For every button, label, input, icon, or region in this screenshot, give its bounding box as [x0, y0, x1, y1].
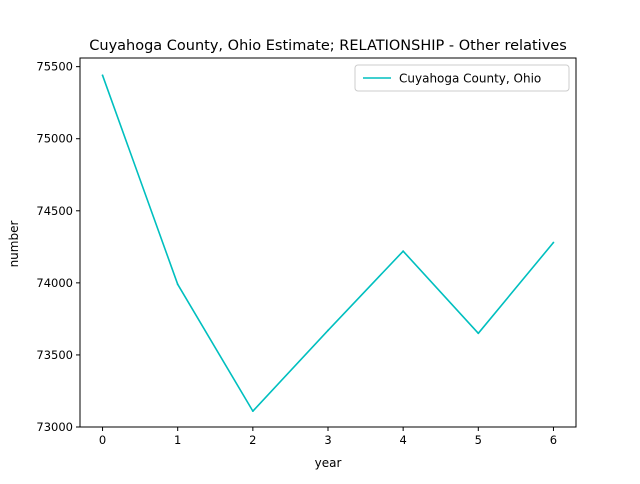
y-tick-label: 74000 [36, 276, 73, 290]
x-tick-label: 3 [324, 433, 331, 447]
x-tick-label: 2 [249, 433, 256, 447]
chart-title: Cuyahoga County, Ohio Estimate; RELATION… [89, 38, 567, 54]
y-axis-label: number [7, 221, 21, 268]
x-tick-label: 5 [475, 433, 482, 447]
data-point [477, 332, 480, 335]
x-tick-label: 1 [174, 433, 181, 447]
legend-box [354, 64, 570, 92]
y-tick-label: 74500 [36, 204, 73, 218]
data-point [552, 241, 555, 244]
y-tick-label: 73000 [36, 420, 73, 434]
legend: Cuyahoga County, Ohio [354, 64, 570, 92]
y-tick-label: 75500 [36, 60, 73, 74]
x-tick-label: 0 [99, 433, 106, 447]
y-tick-label: 75000 [36, 132, 73, 146]
data-point [101, 74, 104, 77]
data-point [402, 250, 405, 253]
data-point [176, 283, 179, 286]
plot-area: 0 1 2 3 4 5 6 73000 73500 74000 74500 75000 75500 [36, 57, 577, 447]
x-tick-label: 4 [399, 433, 406, 447]
x-tick-label: 6 [550, 433, 557, 447]
legend-label: Cuyahoga County, Ohio [399, 72, 541, 86]
data-point [251, 410, 254, 413]
data-point [327, 329, 329, 332]
x-axis-label: year [315, 456, 342, 470]
y-tick-label: 73500 [36, 348, 73, 362]
